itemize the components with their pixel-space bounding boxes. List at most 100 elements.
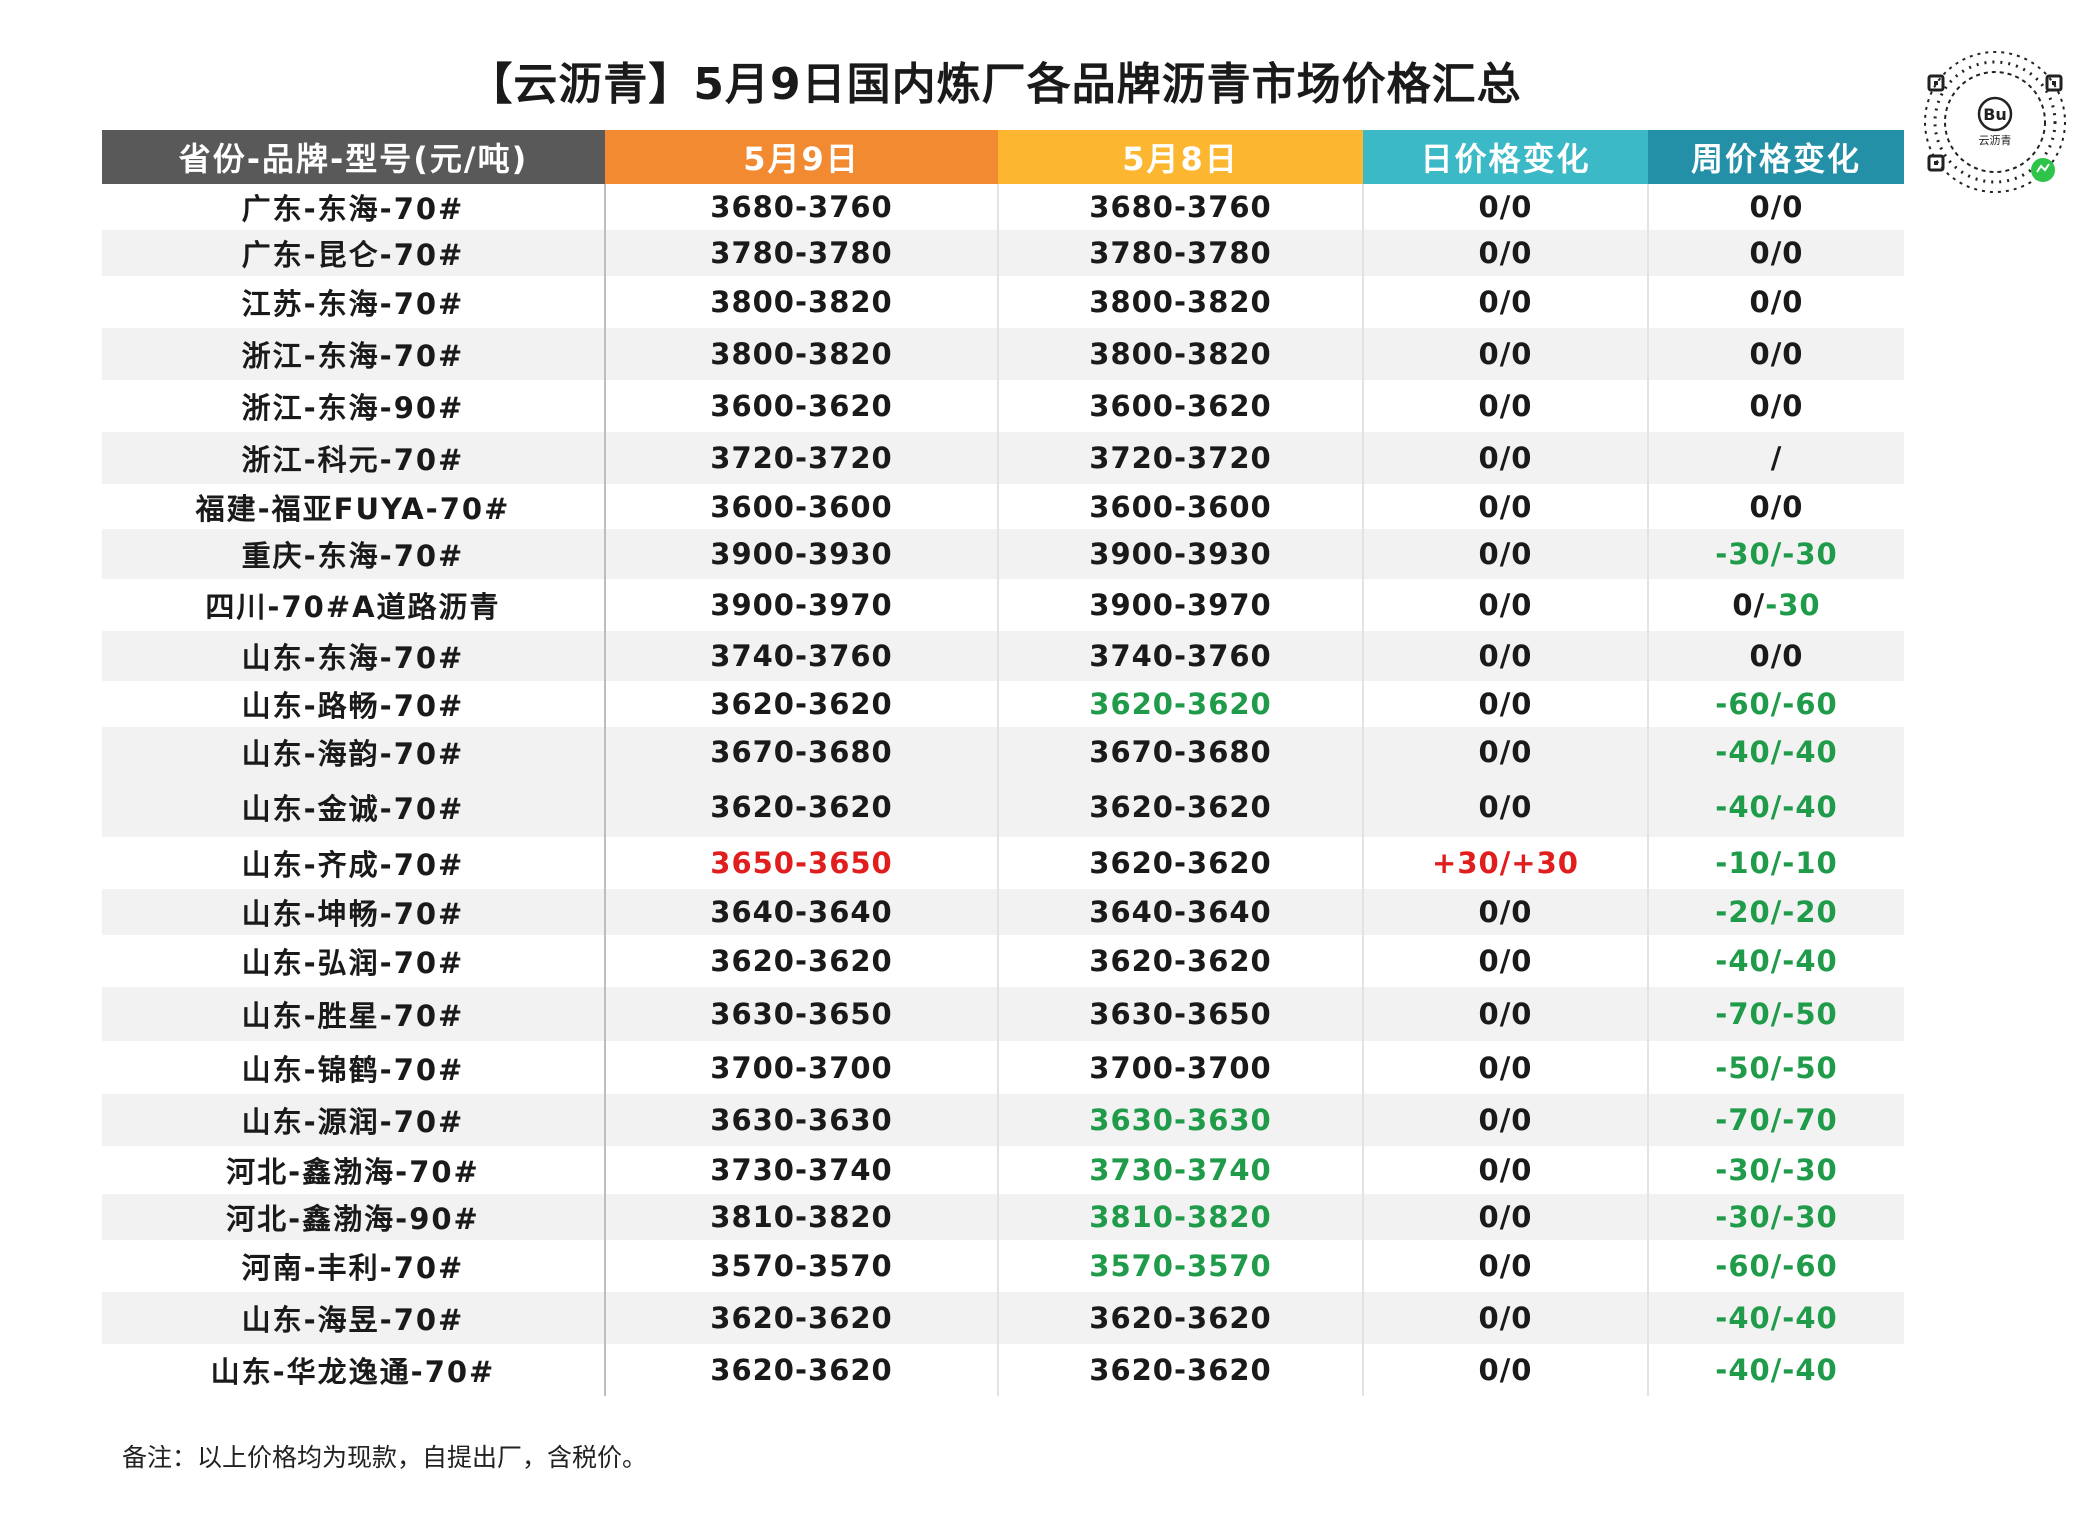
table-row: 河北-鑫渤海-90# 3810-3820 3810-3820 0/0 -30/-… bbox=[102, 1194, 1904, 1240]
cell-weekly-change: -60/-60 bbox=[1715, 1249, 1838, 1283]
cell-daily-change: 0/0 bbox=[1363, 681, 1649, 727]
cell-brand: 山东-海昱-70# bbox=[102, 1292, 606, 1344]
cell-may9: 3620-3620 bbox=[605, 777, 999, 837]
cell-may9: 3810-3820 bbox=[605, 1194, 999, 1240]
cell-weekly-change: / bbox=[1648, 432, 1904, 484]
cell-brand: 河北-鑫渤海-70# bbox=[102, 1146, 606, 1194]
cell-may9: 3630-3650 bbox=[605, 987, 999, 1041]
cell-may8: 3780-3780 bbox=[998, 230, 1364, 276]
cell-may8: 3620-3620 bbox=[998, 837, 1364, 889]
cell-weekly-change: 0/0 bbox=[1749, 389, 1804, 423]
cell-daily-change: 0/0 bbox=[1363, 935, 1649, 987]
cell-brand: 浙江-东海-90# bbox=[102, 380, 606, 432]
footnote: 备注：以上价格均为现款，自提出厂，含税价。 bbox=[122, 1443, 648, 1472]
cell-daily-change: 0/0 bbox=[1363, 1041, 1649, 1094]
cell-may8: 3720-3720 bbox=[998, 432, 1364, 484]
cell-weekly-change: -30/-30 bbox=[1715, 1153, 1838, 1187]
cell-weekly-change: 0/0 bbox=[1648, 230, 1904, 276]
cell-brand: 江苏-东海-70# bbox=[102, 276, 606, 328]
svg-text:Bu: Bu bbox=[1983, 105, 2007, 124]
cell-weekly-change: -30/-30 bbox=[1648, 1194, 1904, 1240]
cell-may9: 3600-3600 bbox=[605, 484, 999, 529]
table-row: 山东-坤畅-70# 3640-3640 3640-3640 0/0 -20/-2… bbox=[102, 889, 1904, 935]
cell-may9: 3620-3620 bbox=[605, 1292, 999, 1344]
cell-may9: 3570-3570 bbox=[605, 1240, 999, 1292]
cell-may8: 3740-3760 bbox=[998, 631, 1364, 681]
cell-may8: 3670-3680 bbox=[998, 727, 1364, 777]
table-header-row: 省份-品牌-型号(元/吨) 5月9日 5月8日 日价格变化 周价格变化 bbox=[102, 130, 1904, 184]
cell-daily-change: +30/+30 bbox=[1363, 837, 1649, 889]
cell-brand: 广东-昆仑-70# bbox=[102, 230, 606, 276]
cell-brand: 浙江-东海-70# bbox=[102, 328, 606, 380]
table-row: 山东-源润-70# 3630-3630 3630-3630 0/0 -70/-7… bbox=[102, 1094, 1904, 1146]
cell-brand: 福建-福亚FUYA-70# bbox=[102, 484, 606, 529]
price-table: 省份-品牌-型号(元/吨) 5月9日 5月8日 日价格变化 周价格变化 广东-东… bbox=[102, 130, 1904, 1396]
cell-may9: 3730-3740 bbox=[605, 1146, 999, 1194]
table-row: 山东-齐成-70# 3650-3650 3620-3620 +30/+30 -1… bbox=[102, 837, 1904, 889]
cell-brand: 山东-东海-70# bbox=[102, 631, 606, 681]
cell-daily-change: 0/0 bbox=[1363, 777, 1649, 837]
cell-may8: 3640-3640 bbox=[998, 889, 1364, 935]
cell-daily-change: 0/0 bbox=[1363, 1240, 1649, 1292]
table-row: 山东-金诚-70# 3620-3620 3620-3620 0/0 -40/-4… bbox=[102, 777, 1904, 837]
cell-brand: 山东-弘润-70# bbox=[102, 935, 606, 987]
cell-may9: 3650-3650 bbox=[605, 837, 999, 889]
cell-may8: 3620-3620 bbox=[998, 935, 1364, 987]
page-title: 【云沥青】5月9日国内炼厂各品牌沥青市场价格汇总 bbox=[468, 59, 1522, 110]
table-row: 江苏-东海-70# 3800-3820 3800-3820 0/0 0/0 bbox=[102, 276, 1904, 328]
cell-brand: 山东-胜星-70# bbox=[102, 987, 606, 1041]
cell-weekly-change: -50/-50 bbox=[1715, 1050, 1838, 1085]
cell-daily-change: 0/0 bbox=[1363, 529, 1649, 579]
cell-brand: 山东-齐成-70# bbox=[102, 837, 606, 889]
cell-weekly-change: -60/-60 bbox=[1715, 687, 1838, 721]
table-row: 四川-70#A道路沥青 3900-3970 3900-3970 0/0 0/-3… bbox=[102, 579, 1904, 631]
cell-daily-change: 0/0 bbox=[1363, 484, 1649, 529]
column-header-may8: 5月8日 bbox=[998, 130, 1363, 184]
qr-code-icon: Bu 云沥青 bbox=[1924, 51, 2066, 193]
table-row: 重庆-东海-70# 3900-3930 3900-3930 0/0 -30/-3… bbox=[102, 529, 1904, 579]
cell-daily-change: 0/0 bbox=[1363, 727, 1649, 777]
cell-daily-change: 0/0 bbox=[1363, 1094, 1649, 1146]
cell-weekly-change: 0/-30 bbox=[1648, 579, 1904, 631]
cell-may9: 3720-3720 bbox=[605, 432, 999, 484]
table-row: 河北-鑫渤海-70# 3730-3740 3730-3740 0/0 -30/-… bbox=[102, 1146, 1904, 1194]
cell-may9: 3900-3970 bbox=[605, 579, 999, 631]
weekly-change-part: 0/ bbox=[1732, 588, 1766, 622]
cell-may8: 3570-3570 bbox=[998, 1240, 1364, 1292]
column-header-may9: 5月9日 bbox=[605, 130, 998, 184]
cell-weekly-change: 0/0 bbox=[1749, 190, 1804, 224]
table-row: 福建-福亚FUYA-70# 3600-3600 3600-3600 0/0 0/… bbox=[102, 484, 1904, 529]
cell-may9: 3600-3620 bbox=[605, 380, 999, 432]
table-row: 山东-锦鹤-70# 3700-3700 3700-3700 0/0 -50/-5… bbox=[102, 1041, 1904, 1094]
cell-brand: 山东-华龙逸通-70# bbox=[102, 1344, 606, 1396]
table-row: 河南-丰利-70# 3570-3570 3570-3570 0/0 -60/-6… bbox=[102, 1240, 1904, 1292]
column-header-brand: 省份-品牌-型号(元/吨) bbox=[102, 130, 605, 184]
table-row: 山东-胜星-70# 3630-3650 3630-3650 0/0 -70/-5… bbox=[102, 987, 1904, 1041]
cell-brand: 山东-源润-70# bbox=[102, 1094, 606, 1146]
cell-may8: 3620-3620 bbox=[998, 681, 1364, 727]
cell-weekly-change: -10/-10 bbox=[1715, 846, 1838, 880]
cell-daily-change: 0/0 bbox=[1363, 380, 1649, 432]
cell-brand: 山东-金诚-70# bbox=[102, 777, 606, 837]
cell-brand: 河北-鑫渤海-90# bbox=[102, 1194, 606, 1240]
cell-brand: 浙江-科元-70# bbox=[102, 432, 606, 484]
cell-weekly-change: -40/-40 bbox=[1715, 1353, 1838, 1387]
cell-may8: 3630-3630 bbox=[998, 1094, 1364, 1146]
cell-brand: 河南-丰利-70# bbox=[102, 1240, 606, 1292]
qr-label: 云沥青 bbox=[1979, 134, 2012, 147]
cell-weekly-change: 0/0 bbox=[1749, 285, 1804, 319]
cell-brand: 山东-海韵-70# bbox=[102, 727, 606, 777]
table-row: 山东-华龙逸通-70# 3620-3620 3620-3620 0/0 -40/… bbox=[102, 1344, 1904, 1396]
cell-weekly-change: -40/-40 bbox=[1715, 944, 1838, 978]
cell-weekly-change: 0/0 bbox=[1648, 631, 1904, 681]
cell-may8: 3600-3620 bbox=[998, 380, 1364, 432]
table-row: 浙江-东海-90# 3600-3620 3600-3620 0/0 0/0 bbox=[102, 380, 1904, 432]
cell-may8: 3730-3740 bbox=[998, 1146, 1364, 1194]
table-row: 广东-昆仑-70# 3780-3780 3780-3780 0/0 0/0 bbox=[102, 230, 1904, 276]
cell-may9: 3900-3930 bbox=[605, 529, 999, 579]
cell-weekly-change: -70/-70 bbox=[1648, 1094, 1904, 1146]
table-row: 山东-海昱-70# 3620-3620 3620-3620 0/0 -40/-4… bbox=[102, 1292, 1904, 1344]
cell-daily-change: 0/0 bbox=[1363, 184, 1649, 230]
cell-may8: 3800-3820 bbox=[998, 276, 1364, 328]
cell-may9: 3630-3630 bbox=[605, 1094, 999, 1146]
